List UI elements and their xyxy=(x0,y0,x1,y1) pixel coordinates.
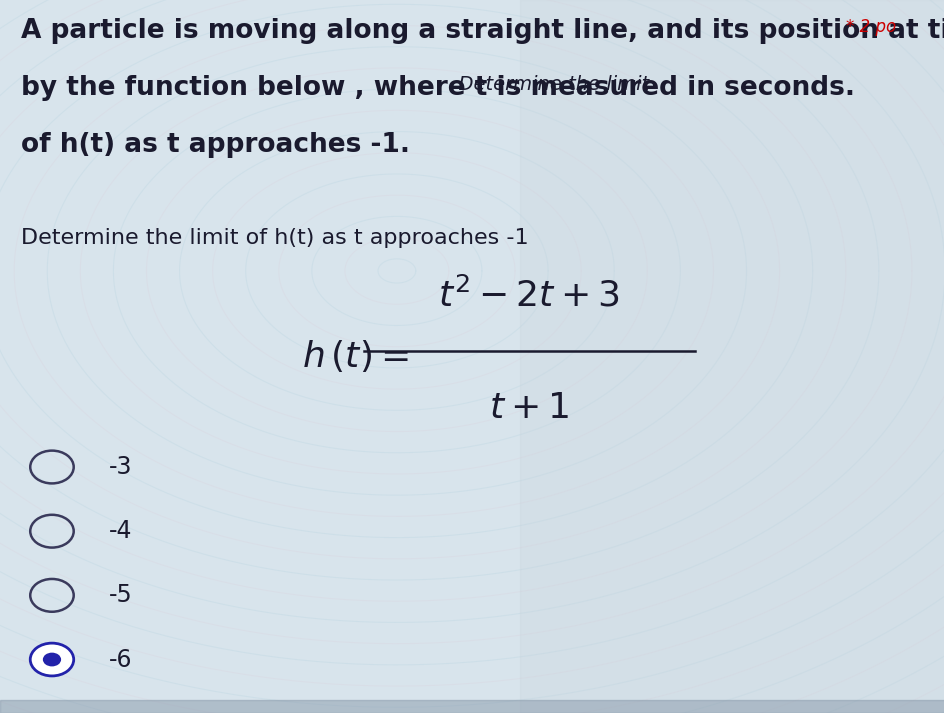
Circle shape xyxy=(30,643,74,676)
Circle shape xyxy=(42,652,61,667)
Text: Determine the limit: Determine the limit xyxy=(21,75,649,94)
Text: $t^2 - 2t + 3$: $t^2 - 2t + 3$ xyxy=(438,278,619,314)
Bar xyxy=(519,0,944,713)
Text: A particle is moving along a straight line, and its position at time t is given: A particle is moving along a straight li… xyxy=(21,18,944,43)
Text: -4: -4 xyxy=(109,519,132,543)
Text: of h(t) as t approaches -1.: of h(t) as t approaches -1. xyxy=(21,132,410,158)
Text: $h\,(t) =$: $h\,(t) =$ xyxy=(302,339,409,374)
Text: by the function below , where t is measured in seconds.: by the function below , where t is measu… xyxy=(21,75,854,101)
Text: $t + 1$: $t + 1$ xyxy=(489,391,568,425)
Text: -6: -6 xyxy=(109,647,132,672)
Bar xyxy=(0,700,944,713)
Text: -3: -3 xyxy=(109,455,132,479)
Text: Determine the limit of h(t) as t approaches -1: Determine the limit of h(t) as t approac… xyxy=(21,228,528,248)
Text: * 2 po: * 2 po xyxy=(845,18,895,36)
Text: -5: -5 xyxy=(109,583,132,607)
